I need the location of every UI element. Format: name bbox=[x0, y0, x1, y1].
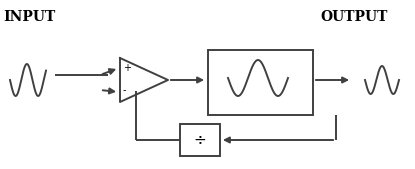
Bar bbox=[208, 50, 313, 115]
Text: INPUT: INPUT bbox=[3, 10, 55, 24]
Text: +: + bbox=[123, 63, 131, 73]
Bar bbox=[180, 124, 220, 156]
Text: OUTPUT: OUTPUT bbox=[320, 10, 387, 24]
Text: -: - bbox=[123, 85, 127, 95]
Text: ÷: ÷ bbox=[194, 132, 206, 148]
